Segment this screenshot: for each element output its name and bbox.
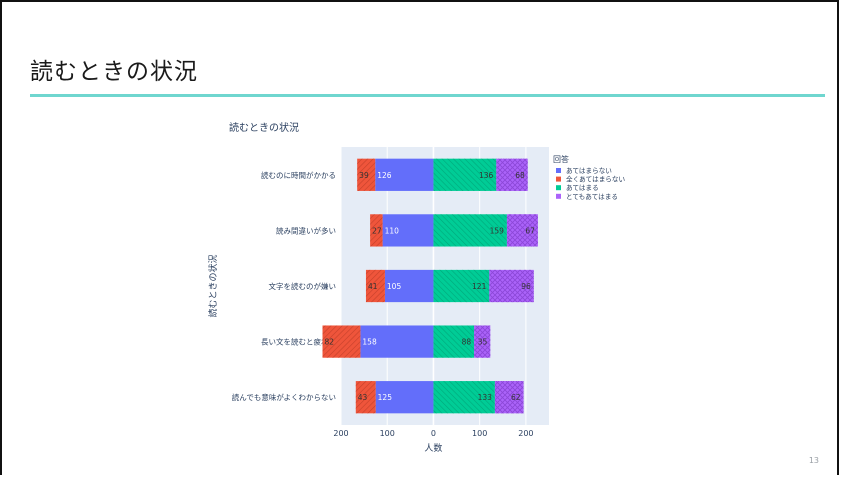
legend-item: あてはまらない — [556, 167, 612, 175]
legend-swatch — [556, 168, 561, 173]
bar-segment — [370, 214, 383, 247]
data-label: 158 — [362, 338, 377, 347]
y-tick-label: 読み間違いが多い — [276, 225, 336, 235]
bar-segment — [375, 158, 434, 191]
bar-pattern — [433, 214, 507, 247]
legend-swatch — [556, 193, 561, 199]
data-label: 126 — [377, 171, 392, 180]
x-tick-label: 100 — [380, 429, 395, 438]
bar-pattern — [433, 269, 490, 303]
bar-segment — [322, 325, 361, 358]
bar-pattern — [355, 381, 376, 414]
bar-fill — [375, 158, 434, 191]
page-number: 13 — [808, 456, 819, 465]
y-tick-label: 読むのに時間がかかる — [261, 170, 336, 180]
data-label: 159 — [490, 226, 505, 235]
bar-pattern — [433, 325, 475, 358]
bar-pattern — [322, 325, 361, 358]
bar-segment — [433, 325, 475, 358]
legend-swatch — [556, 176, 561, 182]
data-label: 136 — [479, 171, 494, 180]
data-label: 133 — [478, 393, 493, 402]
legend-label: とてもあてはまる — [566, 193, 618, 201]
bar-pattern — [489, 269, 534, 303]
data-label: 43 — [358, 393, 368, 402]
x-tick-label: 100 — [472, 429, 487, 438]
bar-pattern — [357, 158, 376, 191]
data-label: 125 — [378, 393, 393, 402]
bar-pattern — [370, 214, 383, 247]
bar-segment — [496, 158, 528, 191]
legend-label: あてはまる — [566, 184, 599, 192]
x-tick-label: 200 — [518, 429, 533, 438]
bar-pattern — [474, 325, 491, 358]
bar-segment — [494, 381, 524, 414]
y-axis-title: 読むときの状況 — [207, 254, 219, 317]
bar-segment — [506, 214, 538, 247]
bar-pattern — [433, 381, 495, 414]
legend-label: あてはまらない — [566, 167, 612, 175]
bar-pattern — [496, 158, 528, 191]
data-label: 82 — [325, 338, 335, 347]
data-label: 27 — [372, 226, 382, 235]
data-label: 121 — [472, 282, 487, 291]
y-tick-label: 読んでも意味がよくわからない — [232, 392, 336, 402]
bar-segment — [365, 269, 385, 303]
x-tick-label: 200 — [333, 429, 348, 438]
legend-label: 全くあてはまらない — [566, 175, 625, 184]
bar-segment — [360, 325, 434, 358]
data-label: 62 — [511, 393, 521, 402]
bar-fill — [382, 214, 434, 247]
legend-swatch — [556, 185, 561, 191]
chart-title: 読むときの状況 — [229, 121, 299, 134]
bar-fill — [375, 381, 434, 414]
x-axis-title: 人数 — [424, 442, 442, 454]
data-label: 96 — [521, 282, 531, 291]
legend-title: 回答 — [553, 154, 569, 164]
slide-title: 読むときの状況 — [30, 59, 198, 85]
data-label: 105 — [387, 282, 402, 291]
bar-segment — [355, 381, 376, 414]
y-tick-label: 文字を読むのが嫌い — [269, 281, 337, 291]
bar-fill — [360, 325, 434, 358]
legend-item: とてもあてはまる — [556, 193, 618, 201]
bar-pattern — [433, 158, 497, 191]
bar-segment — [433, 214, 507, 247]
data-label: 68 — [515, 171, 525, 180]
bar-fill — [384, 269, 434, 303]
bar-segment — [489, 269, 534, 303]
bar-pattern — [506, 214, 538, 247]
bar-segment — [384, 269, 434, 303]
data-label: 88 — [462, 338, 472, 347]
legend-item: 全くあてはまらない — [556, 175, 625, 184]
data-label: 35 — [478, 338, 488, 347]
data-label: 67 — [525, 226, 535, 235]
bar-segment — [357, 158, 376, 191]
data-label: 39 — [359, 171, 369, 180]
x-tick-label: 0 — [431, 429, 436, 438]
bar-segment — [433, 269, 490, 303]
bar-segment — [433, 381, 495, 414]
bar-pattern — [365, 269, 385, 303]
bar-pattern — [494, 381, 524, 414]
bar-segment — [433, 158, 497, 191]
bar-segment — [382, 214, 434, 247]
y-tick-label: 長い文を読むと疲れる — [261, 337, 336, 347]
bar-segment — [474, 325, 491, 358]
bar-segment — [375, 381, 434, 414]
data-label: 110 — [385, 226, 400, 235]
title-underline — [30, 94, 825, 97]
data-label: 41 — [368, 282, 378, 291]
legend-item: あてはまる — [556, 184, 599, 192]
